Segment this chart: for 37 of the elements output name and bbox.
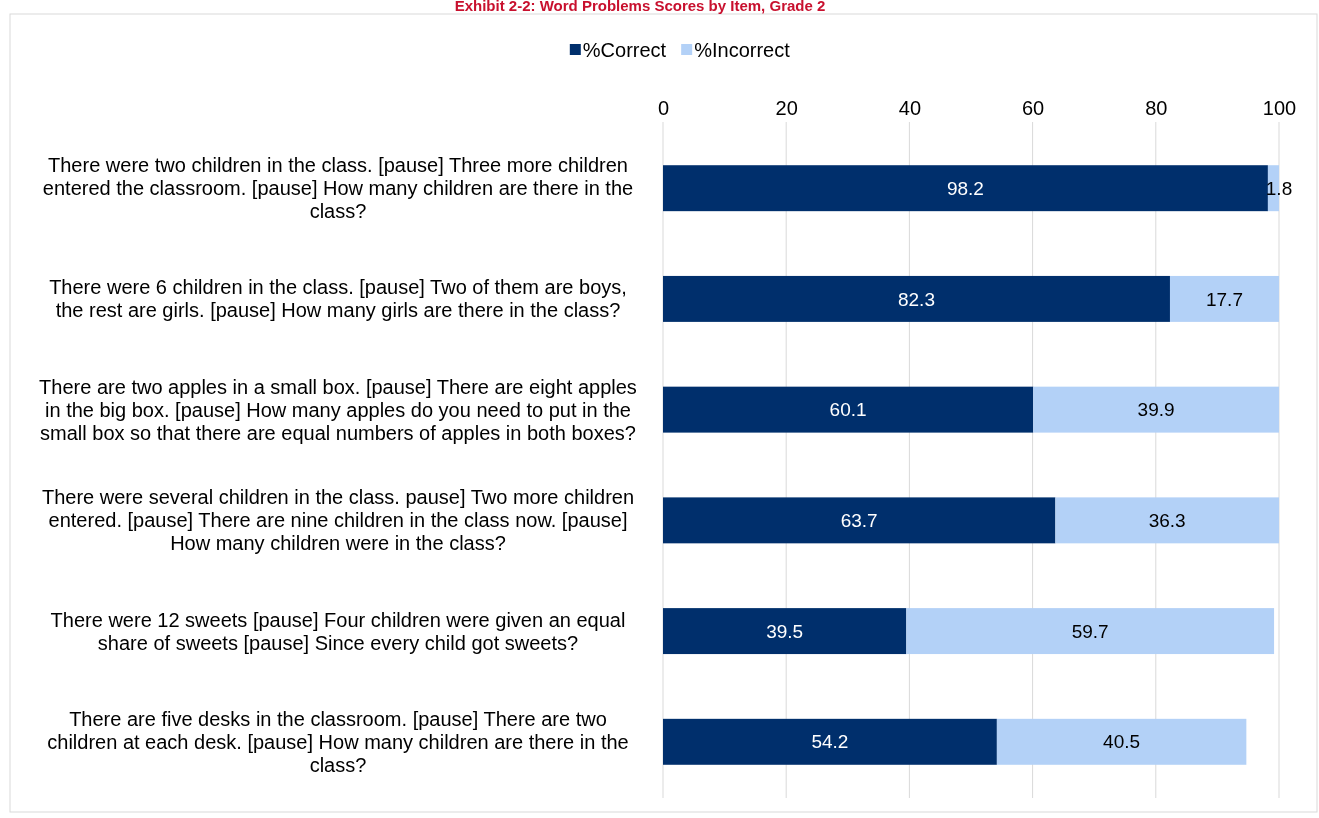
legend-label: %Correct [582,39,667,61]
y-tick-label: There were two children in the class. [pause] Three more children entered the classroom. [pause] How many children are there in the class? [42,154,634,223]
x-tick-label: 60 [1021,97,1045,119]
data-label: 98.2 [946,177,984,199]
y-tick-label: There were 6 children in the class. [pause] Two of them are boys, the rest are girls. [pause] How many girls are there in the class? [49,276,627,322]
y-tick-label: There are two apples in a small box. [pause] There are eight apples in the big box. [pause] How many apples do you need to put in the small box so that there are equal numbers of apples in both boxes? [39,375,637,444]
bar [663,718,997,765]
x-tick-label: 20 [775,97,798,119]
data-label: 39.9 [1137,399,1175,421]
data-label: 82.3 [897,288,935,310]
data-label: 59.7 [1071,620,1109,642]
y-tick-label: There are five desks in the classroom. [pause] There are two children at each desk. [pause] How many children are there in the class? [47,707,629,776]
bar [996,718,1247,765]
y-tick-label: There were 12 sweets [pause] Four children were given an equal share of sweets [pause] Since every child got sweets? [50,608,626,654]
data-label: 36.3 [1148,510,1186,532]
bar [1055,497,1279,544]
bar [906,608,1275,655]
bar [663,497,1056,544]
bar [663,608,907,655]
x-tick-label: 80 [1145,97,1168,119]
y-tick-label: There were several children in the class. pause] Two more children entered. [pause] There are nine children in the class now. [pause] How many children were in the class? [41,486,635,555]
chart-title: Exhibit 2-2: Word Problems Scores by Item, Grade 2 [454,0,826,14]
x-tick-label: 100 [1262,97,1297,119]
legend-label: %Incorrect [694,39,791,61]
bar [1169,275,1279,322]
bar [663,275,1170,322]
bar [663,386,1034,433]
x-tick-label: 0 [657,97,670,119]
data-label: 63.7 [840,510,878,532]
bar [1033,386,1279,433]
data-label: 39.5 [766,620,804,642]
data-label: 60.1 [829,399,867,421]
data-label: 54.2 [811,731,849,753]
data-label: 40.5 [1103,731,1141,753]
data-label: 17.7 [1205,288,1243,310]
bar [663,165,1268,212]
x-tick-label: 40 [898,97,922,119]
